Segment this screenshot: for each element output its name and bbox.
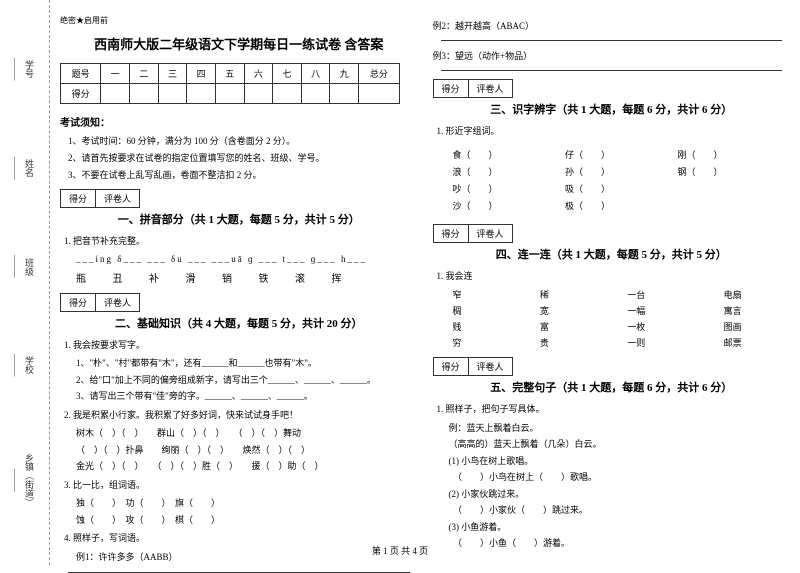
s4-q1: 1. 我会连: [433, 270, 791, 284]
binding-label-2: 班级_____: [13, 255, 36, 278]
th-5: 五: [215, 64, 244, 84]
section-3-title: 三、识字辨字（共 1 大题，每题 6 分，共计 6 分）: [433, 101, 791, 117]
s2-q2-2: （ ）（ ）扑鼻 绚丽（ ）（ ） 焕然（ ）（ ）: [60, 444, 418, 458]
s5-ex: 例：蓝天上飘着白云。: [433, 422, 791, 436]
s5-i5: (3) 小鱼游着。: [433, 521, 791, 535]
char-row: 瓶 丑 补 滑 销 铁 滚 挥: [60, 270, 418, 285]
section-5-title: 五、完整句子（共 1 大题，每题 6 分，共计 6 分）: [433, 379, 791, 395]
s2-q1: 1. 我会按要求写字。: [60, 339, 418, 353]
s2-q2: 2. 我是积累小行家。我积累了好多好词，快来试试身手吧！: [60, 409, 418, 423]
s5-i3: (2) 小家伙跳过来。: [433, 488, 791, 502]
ex3: 例3：望远（动作+物品）: [433, 49, 791, 62]
score-label: 得分: [61, 84, 101, 104]
s1-q1: 1. 把音节补充完整。: [60, 235, 418, 249]
notice-2: 2、请首先按要求在试卷的指定位置填写您的姓名、班级、学号。: [60, 151, 418, 164]
score-box-5: 得分 评卷人: [433, 357, 791, 376]
notice-1: 1、考试时间：60 分钟，满分为 100 分（含卷面分 2 分）。: [60, 134, 418, 147]
score-box-4: 得分 评卷人: [433, 224, 791, 243]
left-column: 绝密★启用前 西南师大版二年级语文下学期每日一练试卷 含答案 题号 一 二 三 …: [60, 15, 418, 540]
th-9: 九: [330, 64, 359, 84]
th-1: 一: [101, 64, 130, 84]
notice-title: 考试须知：: [60, 114, 418, 129]
answer-line-2[interactable]: [441, 40, 783, 41]
s2-q2-3: 金光（ ）（ ） （ ）（ ）胜（ ） 援（ ）助（ ）: [60, 460, 418, 474]
s5-q1: 1. 照样子，把句子写具体。: [433, 403, 791, 417]
s3-q1: 1. 形近字组词。: [433, 125, 791, 139]
answer-line-3[interactable]: [441, 70, 783, 71]
seal-text: 绝密★启用前: [60, 15, 418, 26]
notice-3: 3、不要在试卷上乱写乱画，卷面不整洁扣 2 分。: [60, 168, 418, 181]
ex2: 例2：越开越高（ABAC）: [433, 19, 791, 32]
section-1-title: 一、拼音部分（共 1 大题，每题 5 分，共计 5 分）: [60, 211, 418, 227]
lianxian-grid: 窄稀一台电扇 稠宽一幅寓言 贱富一枚图画 穷贵一则邮票: [433, 288, 791, 349]
s2-q3-1: 独（ ） 功（ ） 旗（ ）: [60, 497, 418, 511]
s2-q1-1: 1、"朴"、"村"都带有"木"，还有______和______也带有"木"。: [60, 357, 418, 371]
s2-q3: 3. 比一比，组词语。: [60, 479, 418, 493]
th-10: 总分: [359, 64, 400, 84]
pinyin-row: ___íng δ___ ___ δu ___ ___uā ɡ ___ t___ …: [60, 254, 418, 264]
section-4-title: 四、连一连（共 1 大题，每题 5 分，共计 5 分）: [433, 246, 791, 262]
th-6: 六: [244, 64, 273, 84]
binding-label-1: 姓名_____: [13, 157, 36, 180]
binding-label-0: 学号_____: [13, 58, 36, 81]
th-7: 七: [273, 64, 302, 84]
s2-q2-1: 树木（ ）（ ） 群山（ ）（ ） （ ）（ ）舞动: [60, 427, 418, 441]
s2-q3-2: 蚀（ ） 攻（ ） 棋（ ）: [60, 514, 418, 528]
th-4: 四: [187, 64, 216, 84]
th-8: 八: [301, 64, 330, 84]
s5-i1: (1) 小鸟在树上歌唱。: [433, 455, 791, 469]
th-3: 三: [158, 64, 187, 84]
score-box-2: 得分 评卷人: [60, 293, 418, 312]
binding-margin: 学号_____ 姓名_____ 班级_____ 学校_____ 乡镇（街道）__…: [0, 0, 50, 565]
right-column: 例2：越开越高（ABAC） 例3：望远（动作+物品） 得分 评卷人 三、识字辨字…: [433, 15, 791, 540]
binding-label-3: 学校_____: [13, 354, 36, 377]
exam-title: 西南师大版二年级语文下学期每日一练试卷 含答案: [60, 34, 418, 53]
s2-q1-3: 3、请写出三个带有"佳"旁的字。______、______、______。: [60, 390, 418, 404]
s5-i2: （ ）小鸟在树上（ ）歌唱。: [433, 471, 791, 485]
score-box-1: 得分 评卷人: [60, 189, 418, 208]
th-0: 题号: [61, 64, 101, 84]
score-box-3: 得分 评卷人: [433, 79, 791, 98]
th-2: 二: [130, 64, 159, 84]
page-footer: 第 1 页 共 4 页: [0, 544, 800, 557]
score-table: 题号 一 二 三 四 五 六 七 八 九 总分 得分: [60, 63, 400, 104]
s5-ex2: （高高的）蓝天上飘着（几朵）白云。: [433, 438, 791, 452]
hanzi-grid: 食（ ） 仔（ ） 刚（ ） 浪（ ） 孙（ ） 钢（ ） 吵（ ） 吸（ ） …: [433, 144, 791, 216]
binding-label-4: 乡镇（街道）_____: [13, 453, 36, 507]
s2-q1-2: 2、给"口"加上不同的偏旁组成新字，请写出三个______、______、___…: [60, 374, 418, 388]
s5-i4: （ ）小家伙（ ）跳过来。: [433, 504, 791, 518]
section-2-title: 二、基础知识（共 4 大题，每题 5 分，共计 20 分）: [60, 315, 418, 331]
